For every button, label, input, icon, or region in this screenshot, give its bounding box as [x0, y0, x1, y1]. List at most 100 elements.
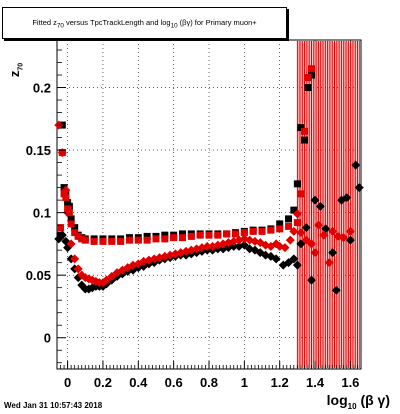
title-part-2: versus TpcTrackLength and log — [63, 18, 171, 27]
square-marker — [293, 180, 301, 188]
square-marker — [223, 230, 231, 238]
square-marker — [304, 74, 312, 82]
x-tick-label: 1.6 — [341, 375, 359, 390]
square-marker — [300, 136, 308, 144]
square-marker — [108, 237, 116, 245]
title-sub-2: 10 — [170, 22, 178, 30]
datestamp: Wed Jan 31 10:57:43 2018 — [4, 401, 103, 410]
square-marker — [161, 235, 169, 243]
diamond-marker — [345, 226, 355, 236]
diamond-marker — [301, 223, 311, 233]
error-bars — [296, 41, 360, 368]
square-marker — [290, 206, 298, 214]
diamond-marker — [328, 226, 338, 236]
axes: 0 0.2 0.4 0.6 0.8 1 1.2 1.4 1.6 0 0.05 0.1 0.15 0.2 — [26, 49, 359, 390]
diamond-marker — [239, 240, 249, 250]
square-marker — [297, 190, 305, 198]
diamond-marker — [285, 235, 295, 245]
y-tick-label: 0.1 — [33, 206, 51, 221]
square-marker — [117, 237, 125, 245]
square-marker — [67, 215, 75, 223]
x-tick-label: 0.2 — [94, 375, 112, 390]
square-marker — [308, 65, 316, 73]
diamond-marker — [101, 275, 111, 285]
square-marker — [187, 232, 195, 240]
square-marker — [134, 236, 142, 244]
diamond-marker — [328, 248, 338, 258]
diamond-marker — [354, 183, 364, 193]
x-tick-label: 1.2 — [271, 375, 289, 390]
diamond-marker — [229, 241, 239, 251]
data-markers — [54, 65, 364, 295]
diamond-marker — [315, 201, 325, 211]
diamond-marker — [63, 208, 73, 218]
square-marker — [161, 231, 169, 239]
diamond-marker — [70, 254, 80, 264]
diamond-marker — [296, 228, 306, 238]
chart-title: Fitted z70 versus TpcTrackLength and log… — [2, 7, 287, 39]
diamond-marker — [292, 260, 302, 270]
diamond-marker — [284, 258, 294, 268]
square-marker — [178, 234, 186, 242]
square-marker — [71, 229, 79, 237]
diamond-marker — [342, 193, 352, 203]
square-marker — [81, 236, 89, 244]
diamond-marker — [73, 264, 83, 274]
square-marker — [143, 236, 151, 244]
square-marker — [125, 236, 133, 244]
x-tick-label: 1 — [241, 375, 248, 390]
square-marker — [240, 229, 248, 237]
diamond-marker — [296, 239, 306, 249]
square-marker — [300, 127, 308, 135]
diamond-marker — [280, 243, 290, 253]
square-marker — [152, 235, 160, 243]
square-marker — [232, 230, 240, 238]
diamond-marker — [314, 220, 324, 230]
square-marker — [178, 230, 186, 238]
square-marker — [293, 219, 301, 227]
square-marker — [170, 234, 178, 242]
y-axis-label: z70 — [7, 62, 25, 78]
square-marker — [57, 224, 65, 232]
square-marker — [276, 225, 284, 233]
square-marker — [60, 190, 68, 198]
square-marker — [74, 232, 82, 240]
diamond-marker — [319, 230, 329, 240]
diamond-marker — [292, 209, 302, 219]
diamond-marker — [307, 239, 317, 249]
diamond-marker — [301, 235, 311, 245]
x-tick-label: 1.4 — [306, 375, 325, 390]
square-marker — [285, 215, 293, 223]
diamond-marker — [351, 160, 361, 170]
y-tick-label: 0.05 — [26, 268, 51, 283]
square-marker — [143, 232, 151, 240]
title-sub-1: 70 — [56, 22, 64, 30]
diamond-marker — [331, 285, 341, 295]
square-marker — [64, 199, 72, 207]
square-marker — [258, 227, 266, 235]
x-tick-label: 0.8 — [200, 375, 218, 390]
x-tick-label: 0.4 — [129, 375, 148, 390]
diamond-marker — [289, 254, 299, 264]
title-part-1: Fitted z — [32, 18, 57, 27]
diamond-marker — [202, 241, 212, 251]
square-marker — [62, 194, 70, 202]
square-marker — [308, 71, 316, 79]
diamond-marker — [261, 250, 271, 260]
diamond-marker — [310, 195, 320, 205]
square-marker — [71, 224, 79, 232]
square-marker — [90, 237, 98, 245]
square-marker — [205, 231, 213, 239]
y-tick-label: 0 — [44, 331, 51, 346]
diamond-marker — [289, 226, 299, 236]
square-marker — [78, 235, 86, 243]
diamond-marker — [61, 185, 71, 195]
diamond-marker — [345, 235, 355, 245]
square-marker — [304, 84, 312, 92]
diamond-marker — [310, 248, 320, 258]
diamond-marker — [271, 254, 281, 264]
x-axis-label: log10 (β γ) — [326, 392, 390, 411]
square-marker — [249, 227, 257, 235]
diamond-marker — [307, 275, 317, 285]
diamond-marker — [324, 258, 334, 268]
